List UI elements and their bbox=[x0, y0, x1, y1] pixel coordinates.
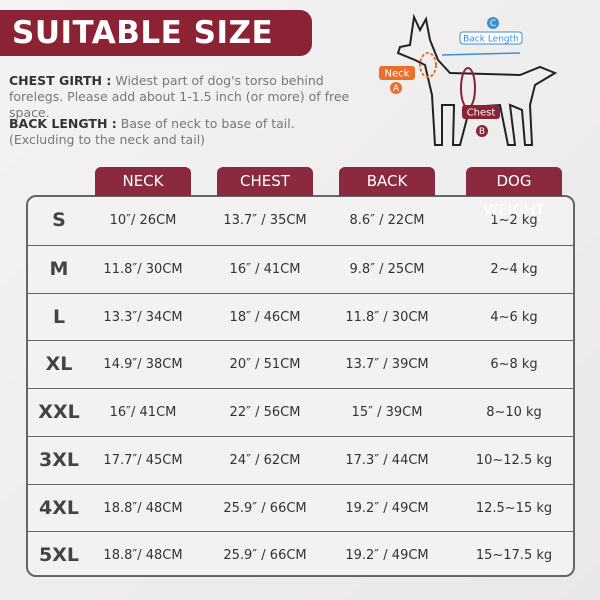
back-label: Back Length bbox=[463, 35, 519, 45]
neck-mark-circle bbox=[390, 82, 402, 94]
back-label-box bbox=[459, 31, 523, 45]
table-cell: 17.3″ / 44CM bbox=[345, 452, 429, 468]
table-cell: 18″ / 46CM bbox=[229, 309, 301, 325]
table-cell: 12.5~15 kg bbox=[475, 500, 553, 516]
back-mark-circle bbox=[487, 17, 499, 29]
table-cell: 16″/ 41CM bbox=[109, 405, 177, 420]
table-row: 3XL 17.7″/ 45CM 24″ / 62CM 17.3″ / 44CM 10~1… bbox=[28, 435, 573, 485]
table-cell: 8.6″ / 22CM bbox=[349, 213, 425, 228]
dog-outline bbox=[396, 13, 558, 146]
table-cell: 4~6 kg bbox=[490, 309, 538, 325]
table-cell: 18.8″/ 48CM bbox=[103, 548, 183, 564]
note-text: Base of neck to base of tail.(Excluding … bbox=[9, 116, 295, 147]
note: BACK LENGTH : Base of neck to base of ta… bbox=[9, 116, 359, 148]
note-text: Widest part of dog's torso behind forele… bbox=[9, 73, 350, 120]
chest-label: Chest bbox=[467, 108, 496, 119]
title: SUITABLE SIZE bbox=[0, 10, 312, 56]
table-cell: 25.9″ / 66CM bbox=[223, 548, 307, 564]
column-header: CHEST bbox=[217, 167, 313, 196]
table-cell: 11.8″/ 30CM bbox=[103, 261, 183, 277]
table-cell: 11.8″ / 30CM bbox=[345, 309, 429, 325]
table-cell: 15~17.5 kg bbox=[475, 548, 553, 564]
table-cell: 20″ / 51CM bbox=[229, 357, 301, 373]
table-row: M 11.8″/ 30CM 16″ / 41CM 9.8″ / 25CM 2~4 kg bbox=[28, 244, 573, 294]
dog-diagram: Back Length C Neck A Chest B bbox=[379, 13, 558, 146]
note: CHEST GIRTH : Widest part of dog's torso… bbox=[9, 73, 359, 121]
neck-label: Neck bbox=[385, 69, 410, 80]
size-label: XXL bbox=[38, 401, 80, 423]
table-cell: 13.7″ / 39CM bbox=[345, 357, 429, 373]
table-cell: 9.8″ / 25CM bbox=[349, 261, 425, 277]
table-row: L 13.3″/ 34CM 18″ / 46CM 11.8″ / 30CM 4~6 kg bbox=[28, 292, 573, 342]
table-cell: 2~4 kg bbox=[490, 261, 538, 277]
table-cell: 13.7″ / 35CM bbox=[223, 213, 307, 228]
table-cell: 10~12.5 kg bbox=[475, 452, 553, 468]
table-cell: 14.9″/ 38CM bbox=[103, 357, 183, 373]
table-cell: 10″/ 26CM bbox=[109, 213, 177, 228]
table-cell: 8~10 kg bbox=[486, 405, 542, 420]
chest-mark: B bbox=[479, 127, 485, 137]
table-row: S 10″/ 26CM 13.7″ / 35CM 8.6″ / 22CM 1~2 kg bbox=[28, 197, 573, 245]
neck-loop bbox=[419, 52, 437, 78]
size-label: 3XL bbox=[39, 448, 79, 471]
table-cell: 1~2 kg bbox=[454, 197, 574, 245]
table-row: XXL 16″/ 41CM 22″ / 56CM 15″ / 39CM 8~10 kg bbox=[28, 388, 573, 437]
table-row: 5XL 18.8″/ 48CM 25.9″ / 66CM 19.2″ / 49CM 15… bbox=[28, 531, 573, 580]
note-label: BACK LENGTH : bbox=[9, 116, 117, 131]
column-header: BACK bbox=[339, 167, 435, 196]
table-cell: 22″ / 56CM bbox=[229, 405, 301, 420]
table-row: 4XL 18.8″/ 48CM 25.9″ / 66CM 19.2″ / 49CM 12… bbox=[28, 483, 573, 533]
chest-label-box bbox=[462, 105, 500, 119]
size-label: S bbox=[52, 209, 66, 231]
column-header: DOG WEIGHT bbox=[466, 167, 562, 219]
table-cell: 13.3″/ 34CM bbox=[103, 309, 183, 325]
chest-mark-circle bbox=[476, 125, 488, 137]
neck-label-box bbox=[379, 66, 415, 80]
size-label: 4XL bbox=[39, 496, 79, 519]
size-label: L bbox=[52, 305, 66, 328]
note-label: CHEST GIRTH : bbox=[9, 73, 112, 88]
size-label: M bbox=[49, 257, 69, 280]
neck-mark: A bbox=[393, 84, 400, 94]
table-cell: 19.2″ / 49CM bbox=[345, 548, 429, 564]
size-label: XL bbox=[45, 353, 73, 376]
table-cell: 17.7″/ 45CM bbox=[103, 452, 183, 468]
table-cell: 18.8″/ 48CM bbox=[103, 500, 183, 516]
table-cell: 15″ / 39CM bbox=[351, 405, 423, 420]
table-cell: 16″ / 41CM bbox=[229, 261, 301, 277]
table-cell: 6~8 kg bbox=[490, 357, 538, 373]
table-cell: 19.2″ / 49CM bbox=[345, 500, 429, 516]
table-row: XL 14.9″/ 38CM 20″ / 51CM 13.7″ / 39CM 6~8 k… bbox=[28, 340, 573, 389]
column-header: NECK bbox=[95, 167, 191, 196]
table-cell: 25.9″ / 66CM bbox=[223, 500, 307, 516]
back-line bbox=[441, 52, 521, 56]
table-cell: 24″ / 62CM bbox=[229, 452, 301, 468]
size-label: 5XL bbox=[39, 544, 79, 567]
back-mark: C bbox=[490, 19, 496, 29]
